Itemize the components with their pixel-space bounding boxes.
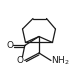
Text: O: O bbox=[17, 56, 24, 65]
Text: NH$_2$: NH$_2$ bbox=[51, 54, 70, 67]
Text: O: O bbox=[6, 41, 13, 50]
